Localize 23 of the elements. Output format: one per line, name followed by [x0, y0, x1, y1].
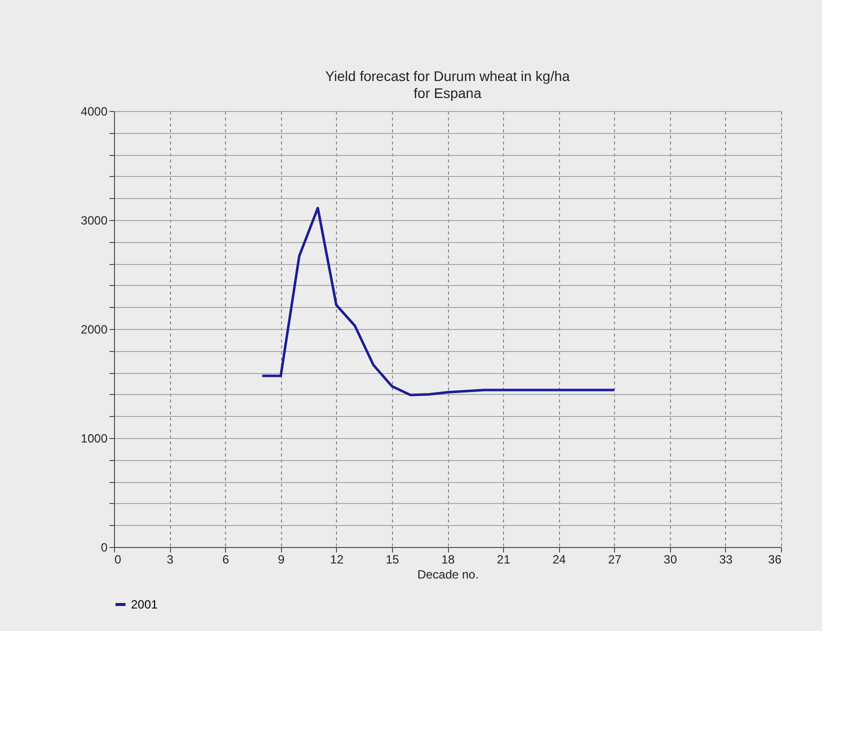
x-tick-label: 15 — [386, 552, 400, 566]
x-tick-label: 30 — [664, 552, 678, 566]
x-tick-label: 18 — [441, 552, 455, 566]
x-tick-label: 0 — [114, 552, 122, 566]
x-tick-label: 21 — [496, 552, 511, 566]
chart-subtitle: for Espana — [414, 85, 482, 101]
x-tick-label: 3 — [166, 552, 174, 566]
x-tick-label: 33 — [719, 552, 733, 566]
y-tick-label: 0 — [100, 540, 108, 554]
legend-label: 2001 — [131, 598, 158, 612]
y-tick-label: 4000 — [80, 104, 108, 118]
x-tick-label: 24 — [552, 552, 566, 566]
x-tick-label: 9 — [278, 552, 285, 566]
chart-title: Yield forecast for Durum wheat in kg/ha — [325, 68, 570, 84]
x-tick-label: 27 — [608, 552, 622, 566]
x-tick-label: 12 — [330, 552, 344, 566]
line-series — [260, 206, 616, 396]
y-tick-label: 2000 — [80, 322, 108, 336]
y-tick-label: 3000 — [80, 214, 108, 228]
x-tick-label: 6 — [222, 552, 230, 566]
x-tick-label: 36 — [768, 552, 782, 566]
x-axis-title: Decade no. — [417, 568, 479, 582]
y-tick-label: 1000 — [80, 432, 108, 446]
